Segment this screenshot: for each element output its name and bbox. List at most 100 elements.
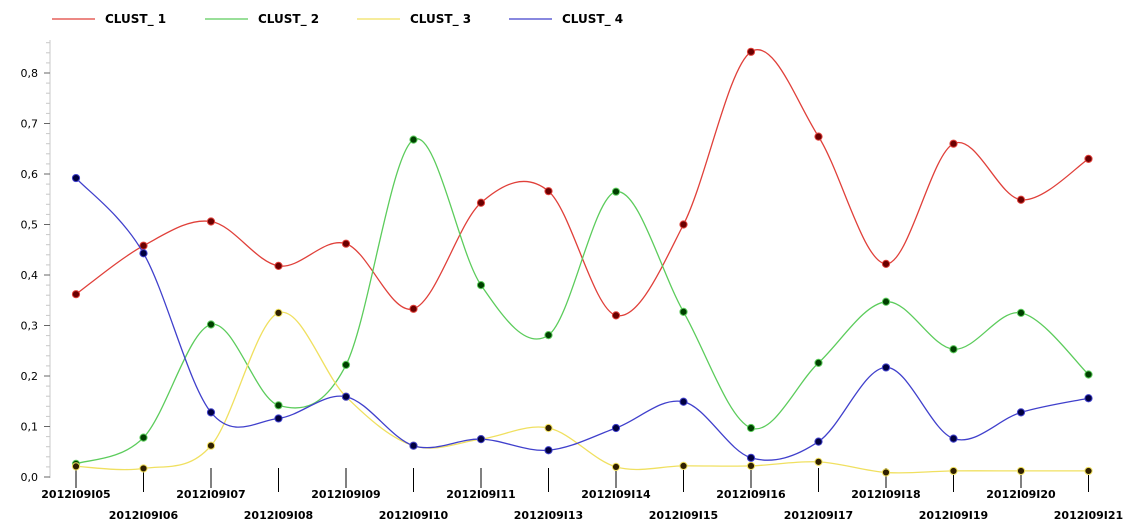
- series-3-point: [949, 466, 958, 476]
- series-3: [71, 308, 1093, 477]
- y-tick-label: 0,8: [21, 67, 39, 80]
- y-tick-label: 0,6: [21, 168, 39, 181]
- x-axis: 2012I09I05 2012I09I06 2012I09I07 2012I09I08…: [41, 468, 1123, 522]
- x-tick-label: 2012I09I07: [176, 488, 245, 501]
- series-3-point: [71, 462, 81, 471]
- series-4-point: [409, 441, 418, 450]
- series-3-point: [1084, 466, 1093, 476]
- series-3-point: [1016, 466, 1026, 476]
- legend-label-4: CLUST_ 4: [562, 12, 623, 27]
- series-4-point: [139, 249, 148, 258]
- series-4-point: [341, 392, 351, 401]
- series-line-1: [75, 49, 1089, 317]
- series-4-point: [814, 437, 823, 446]
- series-4-point: [1084, 394, 1093, 403]
- series-4-point: [1016, 408, 1026, 417]
- series-2-point: [476, 281, 486, 290]
- y-tick-label: 0,7: [21, 118, 39, 131]
- series-3-point: [746, 461, 756, 470]
- series-4: [71, 173, 1093, 462]
- series-1-point: [544, 187, 553, 196]
- series-4-point: [206, 408, 216, 417]
- series-1-point: [679, 220, 688, 229]
- x-tick-label: 2012I09I14: [581, 488, 651, 501]
- series-line-2: [75, 138, 1089, 465]
- series-3-point: [814, 457, 823, 466]
- x-tick-label: 2012I09I20: [986, 488, 1056, 501]
- legend-label-3: CLUST_ 3: [410, 12, 471, 27]
- series-4-point: [881, 363, 891, 372]
- y-axis: 0,0 0,1 0,2 0,3 0,4 0,5 0,6 0,7 0,8: [21, 40, 51, 484]
- series-1-point: [71, 290, 81, 299]
- series-1-point: [476, 198, 486, 207]
- x-tick-label: 2012I09I19: [919, 509, 988, 522]
- legend-label-2: CLUST_ 2: [258, 12, 319, 27]
- x-tick-label: 2012I09I13: [514, 509, 583, 522]
- series-2-point: [1084, 370, 1093, 379]
- series-2-point: [409, 135, 418, 144]
- series-2: [71, 135, 1093, 468]
- x-tick-label: 2012I09I18: [851, 488, 920, 501]
- series-line-3: [75, 311, 1089, 474]
- legend-label-1: CLUST_ 1: [105, 12, 166, 27]
- series-1-point: [1084, 154, 1093, 163]
- series-2-point: [1016, 308, 1026, 317]
- series-1-point: [746, 47, 756, 56]
- series-4-point: [544, 446, 553, 455]
- x-tick-label: 2012I09I09: [311, 488, 380, 501]
- series-layer: [71, 47, 1093, 477]
- series-4-point: [746, 453, 756, 462]
- series-1-point: [274, 261, 283, 271]
- series-4-point: [611, 423, 621, 433]
- series-2-point: [206, 320, 216, 329]
- x-tick-label: 2012I09I17: [784, 509, 853, 522]
- x-tick-label: 2012I09I11: [446, 488, 515, 501]
- series-3-point: [679, 461, 688, 470]
- x-tick-label: 2012I09I16: [716, 488, 786, 501]
- series-line-4: [75, 177, 1089, 461]
- series-2-point: [814, 358, 823, 367]
- series-4-point: [476, 435, 486, 444]
- x-tick-label: 2012I09I21: [1054, 509, 1123, 522]
- series-3-point: [611, 462, 621, 471]
- series-1-point: [881, 259, 891, 268]
- series-1-point: [206, 217, 216, 226]
- series-1-point: [611, 311, 621, 320]
- series-1-point: [1016, 195, 1026, 204]
- series-2-point: [139, 433, 148, 442]
- x-tick-label: 2012I09I06: [109, 509, 179, 522]
- series-1: [71, 47, 1093, 320]
- series-4-point: [274, 414, 283, 423]
- series-2-point: [341, 360, 351, 369]
- series-3-point: [206, 441, 216, 450]
- series-2-point: [274, 401, 283, 410]
- y-tick-label: 0,3: [21, 320, 39, 333]
- series-2-point: [611, 187, 621, 196]
- series-1-point: [341, 239, 351, 248]
- series-3-point: [139, 464, 148, 473]
- series-4-point: [71, 173, 81, 183]
- legend: CLUST_ 1 CLUST_ 2 CLUST_ 3 CLUST_ 4: [52, 12, 623, 27]
- series-2-point: [949, 345, 958, 354]
- y-tick-label: 0,1: [21, 421, 39, 434]
- series-2-point: [746, 423, 756, 433]
- series-2-point: [881, 297, 891, 306]
- x-tick-label: 2012I09I08: [244, 509, 313, 522]
- series-4-point: [949, 434, 958, 443]
- series-2-point: [544, 330, 553, 340]
- x-tick-label: 2012I09I15: [649, 509, 718, 522]
- series-1-point: [814, 132, 823, 141]
- y-tick-label: 0,0: [21, 471, 39, 484]
- series-1-point: [949, 139, 958, 148]
- series-3-point: [544, 423, 553, 433]
- y-tick-label: 0,5: [21, 219, 39, 232]
- series-3-point: [881, 468, 891, 477]
- y-tick-label: 0,2: [21, 370, 39, 383]
- x-tick-label: 2012I09I05: [41, 488, 110, 501]
- series-2-point: [679, 307, 688, 316]
- series-1-point: [409, 304, 418, 313]
- series-3-point: [274, 308, 283, 317]
- y-tick-label: 0,4: [21, 269, 39, 282]
- x-tick-label: 2012I09I10: [379, 509, 449, 522]
